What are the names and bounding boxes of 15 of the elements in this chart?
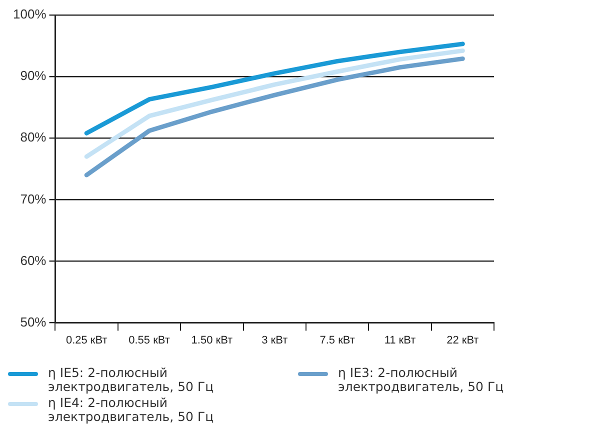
y-tick-label: 60% <box>20 252 47 268</box>
y-tick-label: 50% <box>20 314 47 330</box>
x-tick-label: 0.25 кВт <box>66 334 108 346</box>
y-tick-label: 70% <box>20 191 47 206</box>
legend-label: η IE3: 2-полюсный электродвигатель, 50 Гц <box>338 365 505 394</box>
x-tick-label: 3 кВт <box>262 334 288 346</box>
x-tick-label: 0.55 кВт <box>128 334 170 346</box>
x-tick-label: 11 кВт <box>384 334 416 346</box>
x-tick-label: 22 кВт <box>446 334 479 346</box>
y-tick-label: 80% <box>20 130 47 145</box>
x-tick-label: 7.5 кВт <box>320 334 355 346</box>
y-tick-label: 100% <box>13 6 47 22</box>
x-tick-label: 1.50 кВт <box>191 334 233 346</box>
y-tick-label: 90% <box>20 68 47 84</box>
legend-label: η IE4: 2-полюсный электродвигатель, 50 Гц <box>48 395 215 424</box>
